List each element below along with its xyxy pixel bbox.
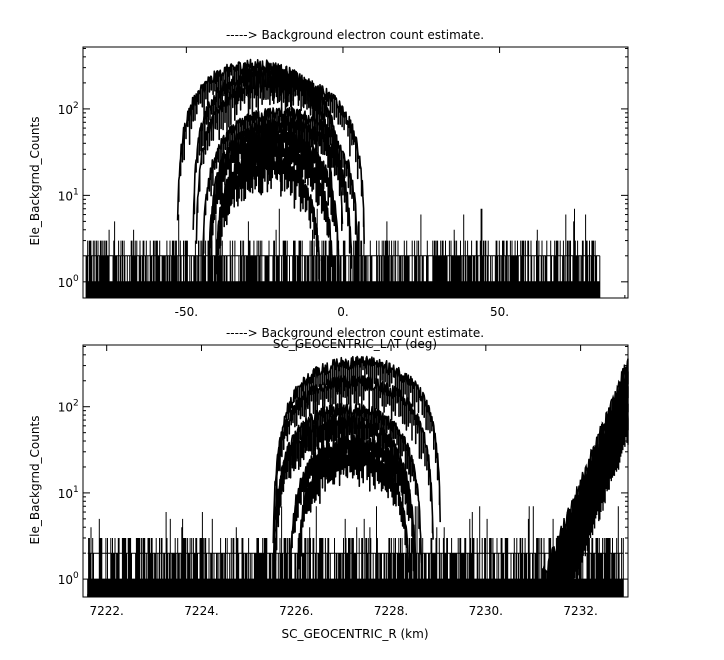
bottom-chart-title: -----> Background electron count estimat…	[226, 326, 484, 340]
top-data-layer	[85, 58, 601, 298]
x-tick-label: 50.	[490, 305, 509, 319]
bottom-x-axis-label: SC_GEOCENTRIC_R (km)	[282, 627, 429, 641]
y-tick-label: 10	[58, 487, 73, 501]
y-tick-exponent: 2	[73, 101, 79, 111]
bottom-y-axis-label: Ele_Backgrnd_Counts	[28, 416, 42, 545]
top-chart-title: -----> Background electron count estimat…	[226, 28, 484, 42]
x-tick-label: 7228.	[374, 604, 408, 618]
noise-floor	[85, 208, 601, 298]
x-tick-label: 0.	[337, 305, 348, 319]
x-tick-label: 7230.	[469, 604, 503, 618]
series-pass-2	[272, 375, 434, 544]
series-pass-8	[215, 154, 321, 280]
series-pass-3	[274, 402, 423, 564]
x-tick-label: 7226.	[279, 604, 313, 618]
y-tick-label: 10	[58, 276, 73, 290]
y-tick-exponent: 2	[73, 399, 79, 409]
top-panel: -----> Background electron count estimat…	[28, 28, 629, 351]
y-tick-label: 10	[58, 103, 73, 117]
y-tick-label: 10	[58, 189, 73, 203]
x-tick-label: -50.	[175, 305, 198, 319]
x-tick-label: 7232.	[563, 604, 597, 618]
y-tick-exponent: 0	[73, 571, 79, 581]
y-tick-label: 10	[58, 573, 73, 587]
y-tick-label: 10	[58, 401, 73, 415]
bottom-panel: -----> Background electron count estimat…	[28, 326, 629, 641]
y-tick-exponent: 1	[73, 187, 79, 197]
rising-edge-pass-5	[564, 407, 629, 597]
y-tick-exponent: 0	[73, 274, 79, 284]
bottom-data-layer	[87, 355, 629, 597]
x-tick-label: 7222.	[90, 604, 124, 618]
y-tick-exponent: 1	[73, 485, 79, 495]
top-x-axis-label: SC_GEOCENTRIC_LAT (deg)	[273, 337, 437, 351]
x-tick-label: 7224.	[184, 604, 218, 618]
series-pass-6	[296, 448, 410, 597]
series-pass-1	[274, 355, 441, 523]
series-pass-3	[195, 74, 365, 244]
top-y-axis-label: Ele_Backgrnd_Counts	[28, 117, 42, 246]
series-pass-5	[208, 115, 353, 269]
